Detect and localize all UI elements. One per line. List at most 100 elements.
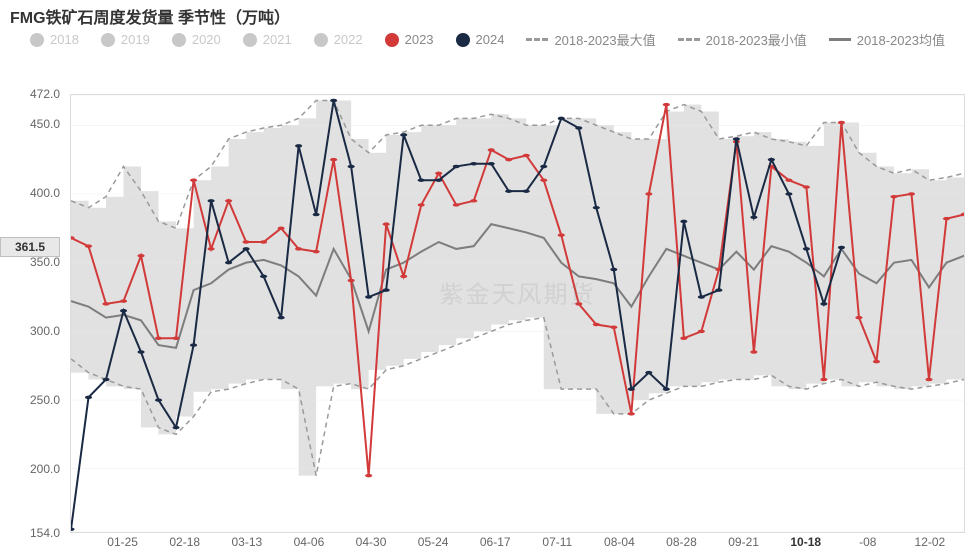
x-tick-label: 07-11 [542, 535, 572, 549]
legend-label: 2021 [263, 32, 292, 47]
marker-2023 [505, 158, 512, 161]
marker-2023 [593, 323, 600, 326]
marker-2023 [260, 240, 267, 243]
marker-2023 [85, 244, 92, 247]
legend-marker [456, 33, 470, 47]
marker-2024 [698, 295, 705, 298]
legend: 2018 2019 2020 2021 2022 2023 2024 2018-2023最大值… [30, 30, 967, 49]
marker-2024 [313, 213, 320, 216]
marker-2023 [890, 195, 897, 198]
marker-2023 [155, 336, 162, 339]
legend-label: 2018-2023均值 [857, 30, 945, 49]
marker-2023 [243, 240, 250, 243]
legend-label: 2019 [121, 32, 150, 47]
marker-2024 [470, 162, 477, 165]
marker-2024 [383, 288, 390, 291]
legend-item[interactable]: 2019 [101, 32, 150, 47]
marker-2023 [698, 330, 705, 333]
legend-item[interactable]: 2018-2023最小值 [678, 30, 807, 49]
marker-2024 [768, 158, 775, 161]
marker-2023 [330, 158, 337, 161]
marker-2023 [803, 185, 810, 188]
y-tick-label: 472.0 [0, 87, 60, 101]
legend-marker [385, 33, 399, 47]
legend-item[interactable]: 2018 [30, 32, 79, 47]
marker-2023 [190, 178, 197, 181]
legend-label: 2018 [50, 32, 79, 47]
marker-2023 [278, 227, 285, 230]
legend-label: 2024 [476, 32, 505, 47]
marker-2023 [540, 178, 547, 181]
y-axis: 154.0200.0250.0300.0350.0400.0450.0472.0… [0, 94, 66, 533]
marker-2024 [348, 165, 355, 168]
legend-item[interactable]: 2018-2023均值 [829, 30, 945, 49]
marker-2023 [488, 148, 495, 151]
x-tick-label: 03-13 [231, 535, 262, 549]
marker-2024 [715, 288, 722, 291]
marker-2023 [225, 199, 232, 202]
legend-item[interactable]: 2020 [172, 32, 221, 47]
marker-2023 [558, 233, 565, 236]
marker-2024 [278, 316, 285, 319]
marker-2024 [120, 309, 127, 312]
marker-2024 [260, 275, 267, 278]
legend-marker [829, 38, 851, 41]
marker-2023 [645, 192, 652, 195]
marker-2023 [750, 350, 757, 353]
marker-2024 [505, 189, 512, 192]
y-tick-label: 154.0 [0, 526, 60, 540]
x-tick-label: 02-18 [169, 535, 200, 549]
marker-2023 [943, 217, 950, 220]
marker-2023 [663, 103, 670, 106]
marker-2024 [680, 220, 687, 223]
legend-item[interactable]: 2024 [456, 32, 505, 47]
x-tick-label: 12-02 [915, 535, 946, 549]
legend-label: 2020 [192, 32, 221, 47]
marker-2023 [523, 154, 530, 157]
marker-2024 [208, 199, 215, 202]
legend-label: 2018-2023最大值 [554, 30, 655, 49]
marker-2024 [733, 137, 740, 140]
y-tick-label: 300.0 [0, 324, 60, 338]
marker-2024 [575, 126, 582, 129]
marker-2024 [645, 371, 652, 374]
marker-2024 [71, 528, 75, 531]
x-tick-label: 04-06 [294, 535, 325, 549]
marker-2024 [330, 99, 337, 102]
marker-2023 [453, 203, 460, 206]
marker-2023 [610, 325, 617, 328]
x-tick-label: 06-17 [480, 535, 511, 549]
legend-item[interactable]: 2018-2023最大值 [526, 30, 655, 49]
marker-2024 [102, 378, 109, 381]
marker-2023 [208, 247, 215, 250]
marker-2023 [680, 336, 687, 339]
marker-2024 [523, 189, 530, 192]
chart-svg [71, 95, 964, 532]
x-tick-label: 09-21 [728, 535, 759, 549]
marker-2023 [400, 275, 407, 278]
legend-item[interactable]: 2022 [314, 32, 363, 47]
marker-2023 [313, 250, 320, 253]
y-tick-label: 250.0 [0, 393, 60, 407]
x-tick-label: 10-18 [790, 535, 821, 549]
legend-label: 2023 [405, 32, 434, 47]
marker-2023 [873, 360, 880, 363]
marker-2023 [628, 412, 635, 415]
marker-2024 [593, 206, 600, 209]
legend-item[interactable]: 2021 [243, 32, 292, 47]
marker-2024 [85, 396, 92, 399]
marker-2024 [540, 165, 547, 168]
marker-2024 [628, 387, 635, 390]
x-tick-label: 08-28 [666, 535, 697, 549]
marker-2024 [295, 144, 302, 147]
y-highlight-label: 361.5 [0, 237, 60, 257]
marker-2023 [435, 172, 442, 175]
marker-2023 [575, 302, 582, 305]
marker-2023 [137, 254, 144, 257]
x-tick-label: 01-25 [107, 535, 138, 549]
marker-2024 [820, 302, 827, 305]
y-tick-label: 400.0 [0, 186, 60, 200]
marker-2024 [610, 268, 617, 271]
marker-2023 [102, 302, 109, 305]
legend-item[interactable]: 2023 [385, 32, 434, 47]
